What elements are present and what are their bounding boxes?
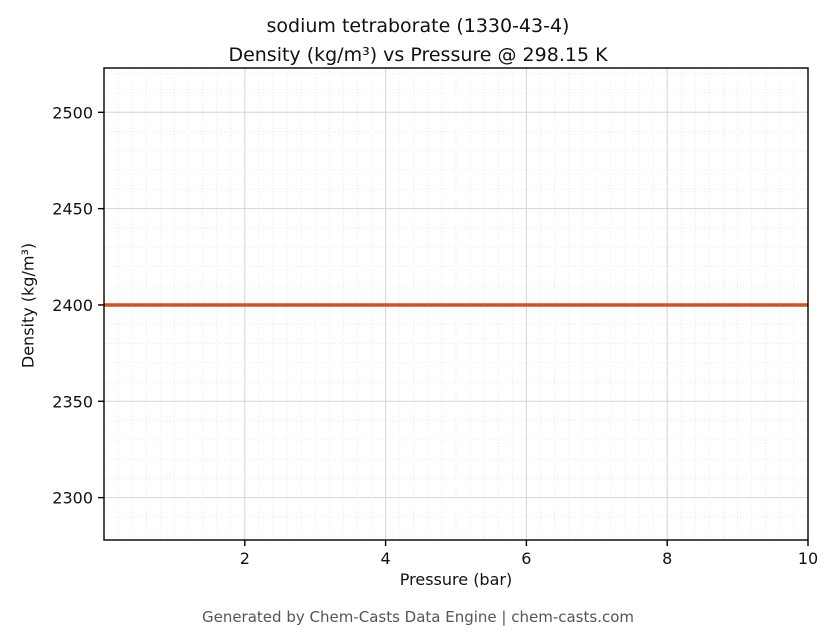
- y-tick-label: 2400: [52, 296, 93, 315]
- x-tick-label: 2: [240, 549, 250, 568]
- x-tick-label: 4: [381, 549, 391, 568]
- y-tick-label: 2450: [52, 200, 93, 219]
- y-tick-label: 2300: [52, 489, 93, 508]
- x-tick-label: 8: [662, 549, 672, 568]
- chart-title-line2: Density (kg/m³) vs Pressure @ 298.15 K: [228, 44, 608, 66]
- chart-title: sodium tetraborate (1330-43-4) Density (…: [0, 12, 836, 70]
- axes-frame: [103, 67, 809, 541]
- y-tick-label: 2500: [52, 103, 93, 122]
- y-axis-label: Density (kg/m³): [18, 242, 38, 369]
- x-tick-label: 10: [798, 549, 818, 568]
- x-axis-label: Pressure (bar): [399, 570, 513, 589]
- y-tick-label: 2350: [52, 392, 93, 411]
- footer-attribution: Generated by Chem-Casts Data Engine | ch…: [201, 608, 635, 626]
- x-tick-label: 6: [521, 549, 531, 568]
- chart-title-line1: sodium tetraborate (1330-43-4): [266, 15, 570, 37]
